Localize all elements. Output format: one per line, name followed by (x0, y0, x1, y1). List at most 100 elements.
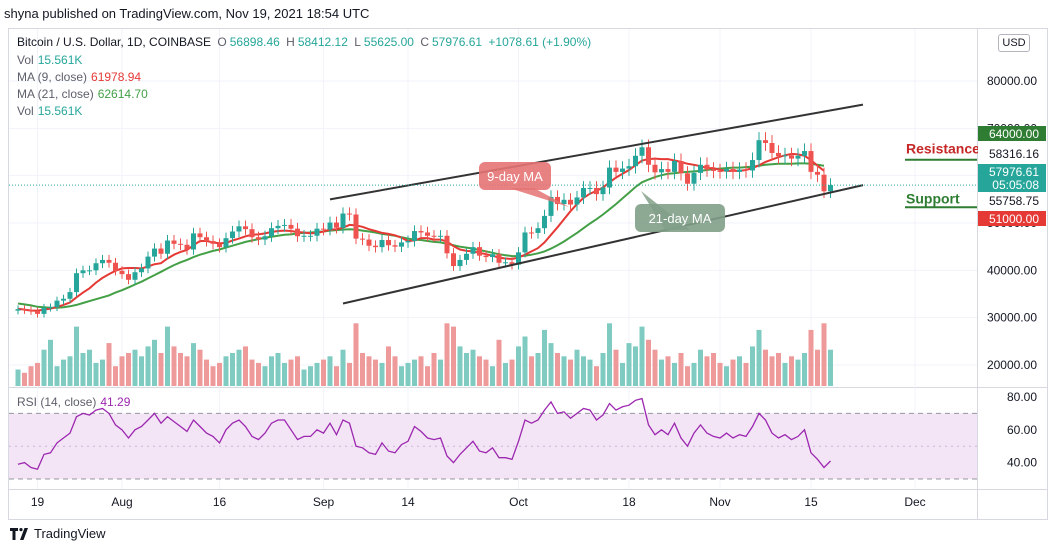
resistance-label: Resistance (906, 141, 980, 157)
volume-bar (275, 353, 281, 386)
volume-bar (171, 346, 177, 386)
volume-bar (587, 359, 593, 386)
volume-bar (191, 343, 196, 386)
candle-body (236, 226, 242, 232)
volume-bar (262, 366, 268, 386)
candle-body (516, 252, 521, 265)
time-tick-label: Oct (509, 495, 528, 509)
candle-body (28, 310, 34, 312)
volume-bar (548, 343, 554, 386)
candle-body (795, 155, 801, 159)
volume-bar (152, 339, 157, 386)
chart-svg[interactable]: 80000.0070000.0060000.0050000.0040000.00… (9, 29, 1047, 519)
ma21-line (17, 162, 825, 309)
candle-body (717, 170, 723, 172)
vol-value: 15.561K (37, 53, 83, 67)
open-key: O (217, 35, 227, 49)
vol-legend: Vol 15.561K (17, 53, 82, 67)
candle-body (561, 199, 567, 205)
candle-body (22, 309, 27, 311)
candle-body (730, 169, 736, 172)
price-tick-label: 30000.00 (987, 311, 1037, 325)
volume-bar (334, 366, 339, 386)
candle-body (685, 173, 690, 184)
candle-body (158, 248, 164, 254)
candle-body (613, 167, 619, 172)
price-tag-bg (978, 146, 1046, 161)
brand-name: TradingView (34, 526, 106, 541)
volume-bar (87, 349, 92, 386)
volume-bar (516, 346, 521, 386)
candle-body (542, 215, 547, 229)
time-tick-label: Nov (709, 495, 730, 509)
candle-body (340, 213, 346, 228)
price-tag-bg (978, 164, 1046, 179)
volume-bar (477, 356, 482, 386)
candle-body (581, 187, 586, 198)
candle-body (35, 311, 40, 314)
time-tick-label: 19 (31, 495, 45, 509)
time-tick-label: 15 (804, 495, 818, 509)
rsi-tick-label: 60.00 (1007, 423, 1037, 437)
volume-bar (106, 343, 112, 386)
volume-bar (80, 353, 86, 386)
candle-body (301, 235, 307, 237)
candle-body (191, 233, 196, 250)
close-value: 57976.61 (432, 35, 483, 49)
volume-bar (431, 353, 437, 386)
lower-channel-trendline (342, 184, 864, 305)
candle-body (698, 164, 703, 173)
candle-body (308, 235, 313, 237)
candle-body (529, 232, 534, 234)
candle-body (568, 199, 573, 205)
rsi-label: RSI (14, close) (17, 395, 97, 409)
volume-bar (386, 346, 391, 386)
candle-body (743, 169, 749, 171)
candle-body (249, 229, 255, 238)
volume-bar (347, 362, 352, 386)
rsi-tick-label: 80.00 (1007, 390, 1037, 404)
volume-bar (425, 366, 430, 386)
currency-button[interactable]: USD (998, 34, 1030, 52)
change-value: +1078.61 (+1.90%) (488, 35, 592, 49)
volume-bar (600, 353, 606, 386)
volume-bar (815, 349, 820, 386)
candle-body (119, 270, 125, 275)
volume-bar (373, 359, 378, 386)
volume-bar (210, 366, 216, 386)
volume-bar (529, 356, 534, 386)
volume-bar (795, 359, 801, 386)
rsi-tick-label: 40.00 (1007, 456, 1037, 470)
volume-bar (503, 362, 508, 386)
chart-frame[interactable]: 80000.0070000.0060000.0050000.0040000.00… (8, 28, 1048, 520)
rsi-band (9, 413, 977, 479)
volume-bar (340, 349, 346, 386)
candle-body (126, 274, 131, 280)
volume-bar (457, 346, 463, 386)
volume-bar (646, 339, 651, 386)
candle-body (132, 272, 138, 280)
candle-body (67, 292, 73, 299)
candle-body (321, 228, 326, 230)
volume-bar (652, 349, 658, 386)
footer-brand[interactable]: TradingView (10, 526, 106, 541)
volume-bar (360, 353, 365, 386)
candle-body (204, 237, 209, 241)
candle-body (574, 197, 580, 205)
candle-body (496, 254, 502, 263)
volume-bar (412, 359, 417, 386)
volume-bar (522, 336, 528, 386)
volume-bar (74, 326, 79, 386)
upper-channel-trendline (329, 103, 864, 201)
candle-body (626, 166, 632, 169)
candle-body (353, 214, 359, 239)
volume-bar (28, 366, 34, 386)
candle-body (763, 140, 768, 144)
volume-bar (808, 329, 814, 386)
candle-body (41, 307, 47, 314)
candle-body (314, 228, 320, 236)
candle-body (802, 151, 807, 156)
time-tick-label: 14 (401, 495, 415, 509)
time-tick-label: Sep (313, 495, 335, 509)
21-day-ma-callout-text: 21-day MA (649, 211, 712, 226)
